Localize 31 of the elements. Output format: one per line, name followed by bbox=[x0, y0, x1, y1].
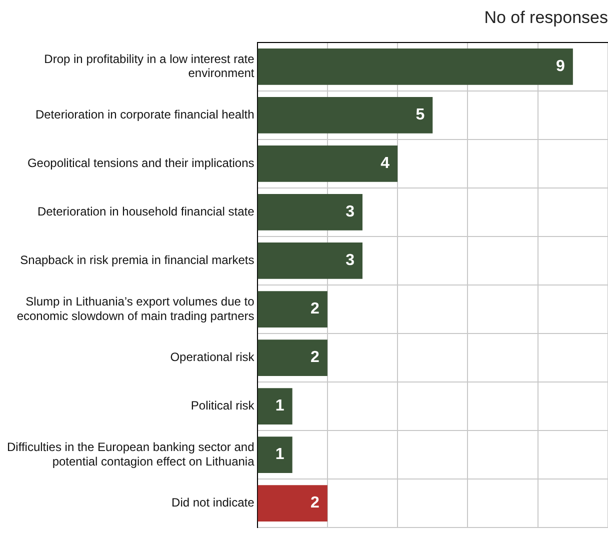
y-tick-label: Snapback in risk premia in financial markets bbox=[20, 253, 254, 268]
data-label: 9 bbox=[556, 58, 566, 76]
y-tick-label: Did not indicate bbox=[172, 496, 255, 510]
data-label: 4 bbox=[380, 155, 390, 172]
bar bbox=[258, 436, 292, 474]
bar bbox=[258, 291, 328, 328]
data-label: 1 bbox=[275, 446, 284, 464]
y-tick-label: Political risk bbox=[190, 398, 256, 413]
data-label: 1 bbox=[275, 398, 284, 415]
bar bbox=[258, 96, 433, 134]
y-tick-label: Geopolitical tensions and their implications bbox=[27, 156, 254, 170]
data-label: 2 bbox=[310, 494, 320, 512]
bar bbox=[258, 388, 292, 424]
y-tick-label: Deterioration in household financial state bbox=[37, 204, 255, 219]
bar bbox=[258, 485, 328, 522]
bar bbox=[258, 48, 573, 85]
y-tick-label: Difficulties in the European banking sector and potential contagion effect on Lithuania bbox=[7, 440, 255, 468]
bar bbox=[258, 194, 362, 230]
x-axis-title: No of responses bbox=[484, 8, 608, 27]
data-label: 2 bbox=[310, 349, 320, 366]
y-tick-label: Deterioration in corporate financial health bbox=[35, 107, 254, 122]
bar bbox=[258, 340, 328, 376]
data-label: 3 bbox=[346, 252, 355, 270]
y-tick-label: Slump in Lithuania’s export volumes due to economic slowdown of main trading partners bbox=[16, 294, 255, 323]
y-tick-label: Operational risk bbox=[170, 350, 256, 364]
bar bbox=[258, 146, 398, 182]
bar bbox=[258, 242, 362, 279]
data-label: 2 bbox=[310, 300, 320, 318]
data-label: 3 bbox=[346, 204, 355, 221]
y-tick-label: Drop in profitability in a low interest rate environment bbox=[44, 52, 255, 80]
data-label: 5 bbox=[416, 106, 425, 124]
